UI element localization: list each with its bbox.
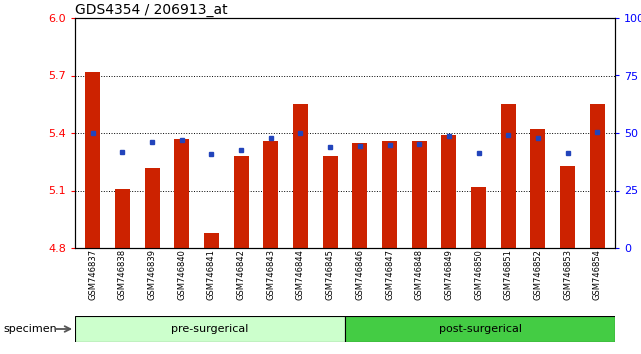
Text: GSM746853: GSM746853 [563, 249, 572, 300]
Bar [115, 189, 130, 248]
Bar [263, 141, 278, 248]
Bar [501, 104, 515, 248]
Text: GDS4354 / 206913_at: GDS4354 / 206913_at [75, 3, 228, 17]
Bar [590, 104, 604, 248]
Bar [412, 141, 427, 248]
Bar [442, 135, 456, 248]
Text: GSM746846: GSM746846 [355, 249, 364, 300]
Text: GSM746841: GSM746841 [207, 249, 216, 300]
Bar [531, 129, 545, 248]
Text: GSM746854: GSM746854 [593, 249, 602, 300]
Bar [353, 143, 367, 248]
Text: GSM746839: GSM746839 [147, 249, 156, 300]
Text: GSM746847: GSM746847 [385, 249, 394, 300]
Text: GSM746852: GSM746852 [533, 249, 542, 300]
Text: GSM746851: GSM746851 [504, 249, 513, 300]
Bar [471, 187, 486, 248]
Text: pre-surgerical: pre-surgerical [171, 324, 249, 334]
Text: GSM746837: GSM746837 [88, 249, 97, 301]
Text: post-surgerical: post-surgerical [438, 324, 522, 334]
Bar [345, 316, 615, 342]
Bar [323, 156, 338, 248]
Bar [75, 316, 345, 342]
Bar [560, 166, 575, 248]
Bar [234, 156, 249, 248]
Bar [85, 72, 100, 248]
Text: GSM746843: GSM746843 [266, 249, 276, 300]
Text: GSM746850: GSM746850 [474, 249, 483, 300]
Text: GSM746849: GSM746849 [444, 249, 453, 300]
Bar [382, 141, 397, 248]
Bar [145, 167, 160, 248]
Bar [174, 139, 189, 248]
Text: GSM746838: GSM746838 [118, 249, 127, 301]
Bar [204, 233, 219, 248]
Text: specimen: specimen [3, 324, 57, 334]
Text: GSM746848: GSM746848 [415, 249, 424, 300]
Text: GSM746840: GSM746840 [178, 249, 187, 300]
Text: GSM746845: GSM746845 [326, 249, 335, 300]
Text: GSM746844: GSM746844 [296, 249, 305, 300]
Bar [293, 104, 308, 248]
Text: GSM746842: GSM746842 [237, 249, 246, 300]
